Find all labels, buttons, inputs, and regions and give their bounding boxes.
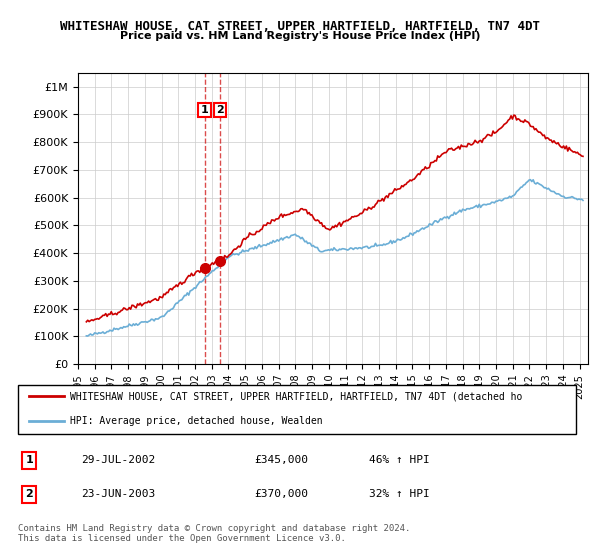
Text: 2: 2 xyxy=(216,105,224,115)
Text: 2: 2 xyxy=(25,489,33,500)
Text: £345,000: £345,000 xyxy=(254,455,308,465)
Text: 46% ↑ HPI: 46% ↑ HPI xyxy=(369,455,430,465)
Text: 1: 1 xyxy=(201,105,208,115)
Text: HPI: Average price, detached house, Wealden: HPI: Average price, detached house, Weal… xyxy=(70,416,322,426)
Text: WHITESHAW HOUSE, CAT STREET, UPPER HARTFIELD, HARTFIELD, TN7 4DT (detached ho: WHITESHAW HOUSE, CAT STREET, UPPER HARTF… xyxy=(70,391,522,402)
Text: Price paid vs. HM Land Registry's House Price Index (HPI): Price paid vs. HM Land Registry's House … xyxy=(120,31,480,41)
Text: 23-JUN-2003: 23-JUN-2003 xyxy=(81,489,155,500)
Text: £370,000: £370,000 xyxy=(254,489,308,500)
FancyBboxPatch shape xyxy=(18,385,577,434)
Text: 1: 1 xyxy=(25,455,33,465)
Text: 29-JUL-2002: 29-JUL-2002 xyxy=(81,455,155,465)
Text: WHITESHAW HOUSE, CAT STREET, UPPER HARTFIELD, HARTFIELD, TN7 4DT: WHITESHAW HOUSE, CAT STREET, UPPER HARTF… xyxy=(60,20,540,32)
Text: Contains HM Land Registry data © Crown copyright and database right 2024.
This d: Contains HM Land Registry data © Crown c… xyxy=(18,524,410,543)
Text: 32% ↑ HPI: 32% ↑ HPI xyxy=(369,489,430,500)
